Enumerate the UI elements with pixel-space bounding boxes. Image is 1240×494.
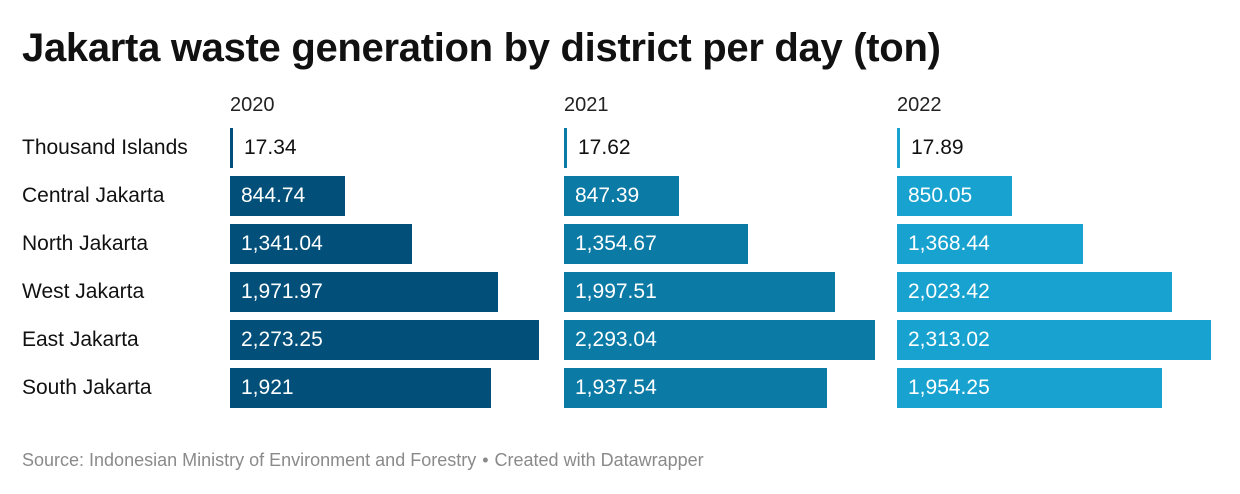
bar-value-label: 2,273.25 <box>241 328 323 351</box>
bar <box>897 368 1163 408</box>
bar <box>564 368 828 408</box>
bar <box>230 272 498 312</box>
footer-separator: • <box>482 450 489 470</box>
bar-value-label: 2,293.04 <box>575 328 657 351</box>
credit-note: Created with Datawrapper <box>494 450 704 470</box>
bar <box>564 320 876 360</box>
category-label: Central Jakarta <box>22 184 165 207</box>
bar <box>897 320 1211 360</box>
bar-value-label: 17.34 <box>244 136 297 159</box>
bar-value-label: 17.89 <box>911 136 964 159</box>
bar-value-label: 2,313.02 <box>908 328 990 351</box>
category-label: East Jakarta <box>22 328 139 351</box>
bar <box>230 368 491 408</box>
category-label: West Jakarta <box>22 280 145 303</box>
bar <box>230 128 233 168</box>
chart-title: Jakarta waste generation by district per… <box>22 26 941 70</box>
series-header: 2022 <box>897 94 942 116</box>
bar <box>564 128 567 168</box>
bar-value-label: 1,368.44 <box>908 232 990 255</box>
bar-value-label: 1,971.97 <box>241 280 323 303</box>
bar <box>897 128 900 168</box>
bar-value-label: 1,921 <box>241 376 294 399</box>
bar <box>564 272 836 312</box>
bar <box>897 176 1013 216</box>
bar-value-label: 850.05 <box>908 184 973 207</box>
bar <box>230 176 345 216</box>
series-header: 2021 <box>564 94 609 116</box>
bar-value-label: 1,341.04 <box>241 232 323 255</box>
bar-value-label: 17.62 <box>578 136 631 159</box>
series-header: 2020 <box>230 94 275 116</box>
category-label: South Jakarta <box>22 376 152 399</box>
source-note: Source: Indonesian Ministry of Environme… <box>22 450 477 470</box>
bar <box>564 176 680 216</box>
bar-value-label: 1,997.51 <box>575 280 657 303</box>
chart-footer: Source: Indonesian Ministry of Environme… <box>22 448 704 472</box>
bar-value-label: 1,937.54 <box>575 376 657 399</box>
category-label: North Jakarta <box>22 232 149 255</box>
bar-value-label: 847.39 <box>575 184 640 207</box>
bar-value-label: 844.74 <box>241 184 306 207</box>
category-label: Thousand Islands <box>22 136 188 159</box>
bar <box>897 272 1172 312</box>
bar <box>564 224 748 264</box>
bar <box>230 224 413 264</box>
bar-value-label: 1,354.67 <box>575 232 657 255</box>
bar-chart-panels: Thousand Islands Central Jakarta North Jak… <box>0 86 1240 416</box>
bar <box>897 224 1083 264</box>
bar-value-label: 1,954.25 <box>908 376 990 399</box>
bar-value-label: 2,023.42 <box>908 280 990 303</box>
bar <box>230 320 539 360</box>
